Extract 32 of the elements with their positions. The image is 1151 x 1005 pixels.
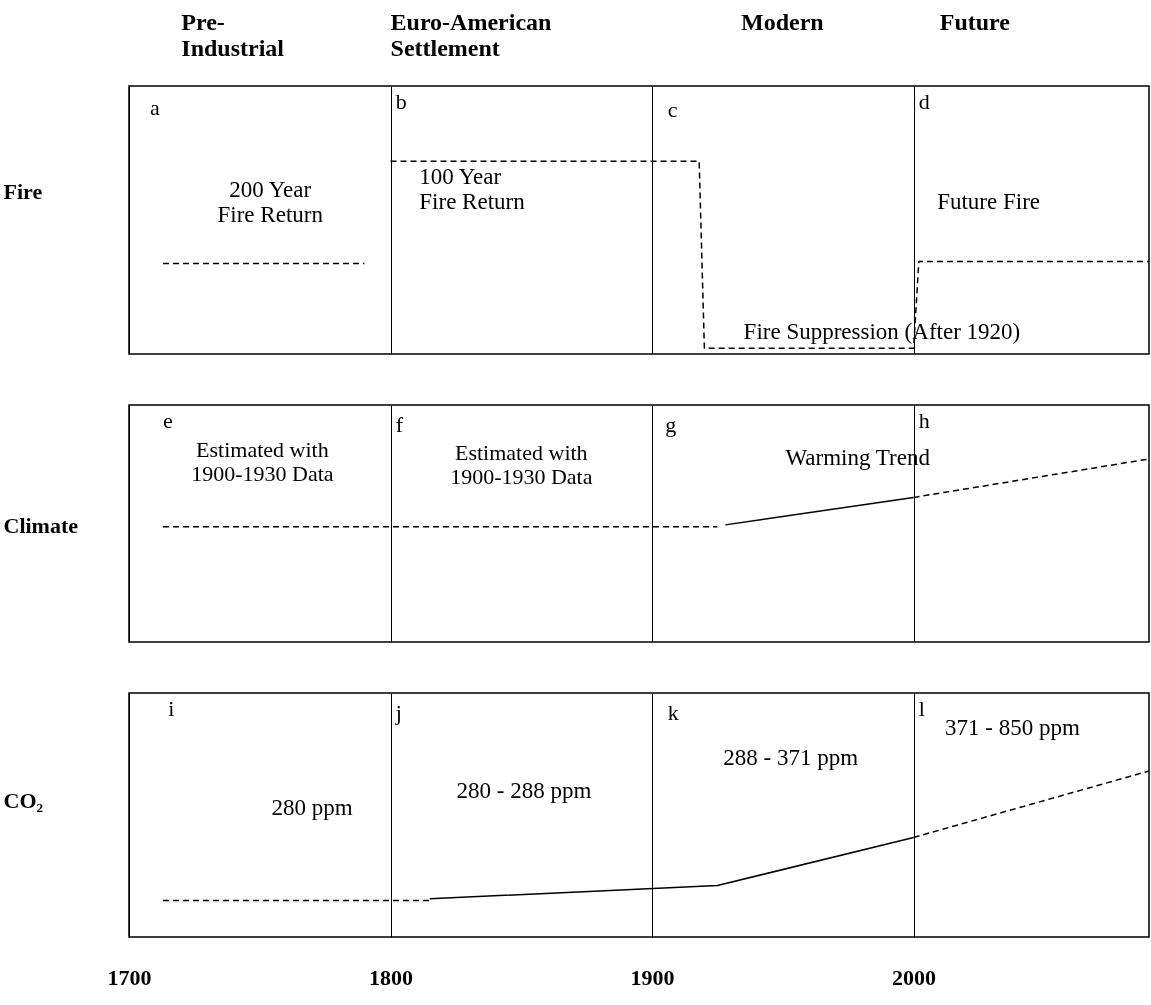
text: g	[665, 412, 677, 437]
y-axis-title: Climate	[3, 512, 79, 538]
text: Euro-American Settlement	[390, 9, 552, 61]
annotation: Estimated with 1900-1930 Data	[450, 440, 593, 489]
text: l	[918, 696, 925, 721]
annotation: 100 Year Fire Return	[419, 164, 526, 214]
x-tick-label: 1800	[369, 964, 414, 990]
text: h	[918, 408, 930, 433]
x-tick-label: 1900	[630, 964, 675, 990]
annotation: 280 ppm	[271, 795, 353, 820]
y-axis-title: Fire	[3, 178, 43, 204]
annotation: Estimated with 1900-1930 Data	[191, 437, 334, 486]
text: 288 - 371 ppm	[723, 745, 859, 770]
text: e	[163, 408, 173, 433]
y-axis-title: CO₂	[3, 787, 44, 813]
text: 371 - 850 ppm	[945, 715, 1080, 740]
text: Future	[939, 9, 1011, 35]
text: f	[395, 412, 404, 437]
x-tick-label: 1700	[107, 964, 152, 990]
text: i	[168, 696, 175, 721]
text: j	[394, 700, 402, 725]
text: Pre- Industrial	[181, 9, 285, 61]
annotation: Future Fire	[937, 189, 1041, 214]
text: k	[667, 700, 679, 725]
x-tick-label: 2000	[892, 964, 937, 990]
text: b	[395, 89, 407, 114]
text: c	[667, 97, 678, 122]
annotation: 280 - 288 ppm	[456, 778, 592, 803]
text: d	[918, 89, 930, 114]
text: Modern	[741, 9, 824, 35]
annotation: 200 Year Fire Return	[217, 177, 324, 227]
text: a	[149, 95, 160, 120]
